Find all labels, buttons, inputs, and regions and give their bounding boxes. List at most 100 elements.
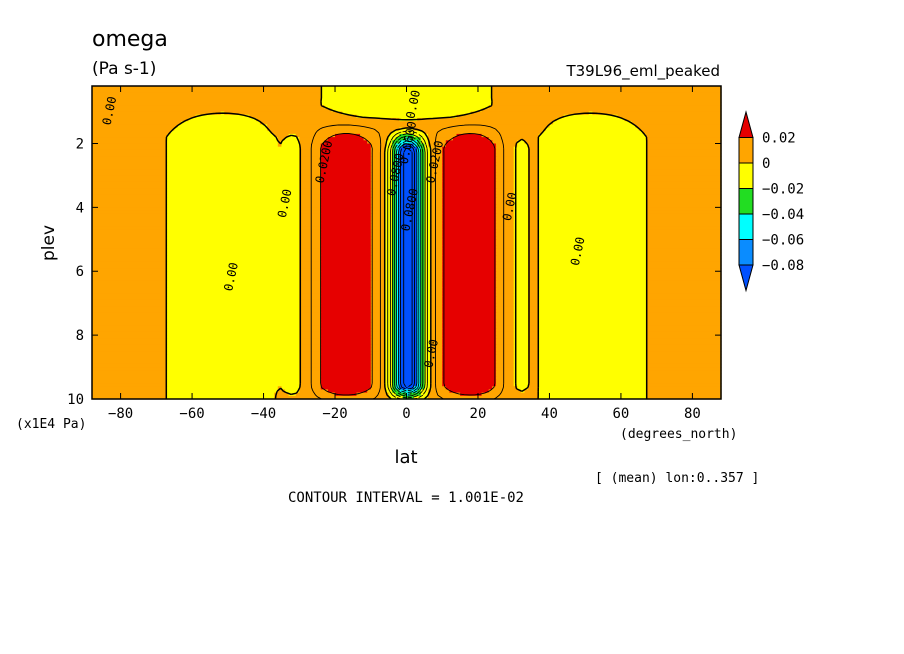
field-cell (442, 188, 497, 192)
field-cell (431, 156, 443, 161)
field-cell (92, 133, 168, 138)
field-cell (495, 229, 515, 234)
field-cell (645, 229, 722, 234)
field-cell (528, 386, 540, 391)
field-cell (299, 306, 322, 311)
field-cell (385, 223, 393, 228)
field-cell (92, 149, 168, 154)
field-cell (299, 213, 322, 218)
field-cell (431, 312, 443, 317)
field-cell (513, 264, 529, 269)
field-cell (645, 169, 722, 173)
field-cell (385, 370, 393, 375)
field-cell (370, 169, 386, 173)
field-cell (528, 315, 540, 320)
field-cell (445, 386, 493, 391)
field-cell (299, 389, 329, 394)
field-cell (274, 133, 290, 138)
field-cell (528, 194, 540, 199)
field-cell (442, 341, 497, 346)
field-cell (431, 376, 443, 381)
field-cell (645, 341, 722, 346)
field-cell (299, 354, 322, 359)
field-cell (417, 165, 422, 170)
field-cell (399, 338, 418, 343)
field-cell (424, 220, 433, 224)
field-cell (92, 280, 168, 285)
field-cell (370, 185, 386, 189)
field-cell (395, 347, 400, 352)
field-cell (424, 172, 433, 177)
field-cell (417, 319, 422, 323)
field-cell (399, 127, 415, 132)
field-cell (538, 344, 647, 349)
field-cell (399, 239, 418, 244)
field-cell (513, 239, 529, 244)
field-cell (370, 245, 386, 250)
field-cell (645, 386, 722, 391)
field-cell (385, 252, 393, 256)
field-cell (528, 229, 540, 234)
field-cell (538, 312, 647, 317)
field-cell (395, 277, 400, 282)
field-cell (431, 319, 443, 323)
field-cell (320, 245, 372, 250)
field-cell (92, 341, 168, 346)
field-cell (645, 162, 722, 167)
field-cell (424, 373, 433, 378)
field-cell (92, 239, 168, 244)
field-cell (431, 200, 443, 205)
field-cell (417, 191, 422, 196)
field-cell (642, 130, 722, 135)
field-cell (424, 280, 433, 285)
field-cell (645, 315, 722, 320)
field-cell (460, 392, 483, 397)
field-cell (395, 309, 400, 314)
field-cell (442, 287, 497, 291)
field-cell (538, 143, 647, 148)
field-cell (528, 197, 540, 202)
field-cell (370, 220, 386, 224)
field-cell (385, 376, 393, 381)
field-cell (320, 306, 372, 311)
field-cell (424, 376, 433, 381)
field-cell (495, 232, 515, 237)
field-cell (399, 360, 418, 365)
field-cell (538, 252, 647, 256)
field-cell (442, 344, 497, 349)
field-cell (528, 220, 540, 224)
field-cell (299, 255, 322, 260)
field-cell (92, 216, 168, 221)
field-cell (424, 370, 433, 375)
field-cell (385, 322, 393, 327)
field-cell (327, 389, 368, 394)
field-cell (417, 325, 422, 330)
field-cell (385, 284, 393, 288)
field-cell (370, 383, 386, 387)
field-cell (385, 245, 393, 250)
field-cell (528, 280, 540, 285)
field-cell (370, 188, 386, 192)
field-cell (495, 194, 515, 199)
field-cell (538, 351, 647, 355)
field-cell (513, 306, 529, 311)
field-cell (528, 252, 540, 256)
field-cell (324, 140, 368, 145)
field-cell (495, 248, 515, 253)
field-cell (92, 232, 168, 237)
field-cell (395, 220, 400, 224)
field-cell (395, 264, 400, 269)
field-cell (92, 207, 168, 212)
field-cell (431, 252, 443, 256)
field-cell (442, 153, 497, 157)
field-cell (395, 181, 400, 186)
field-cell (538, 200, 647, 205)
field-cell (417, 220, 422, 224)
field-cell (92, 354, 168, 359)
field-cell (370, 373, 386, 378)
field-cell (370, 252, 386, 256)
field-cell (417, 370, 422, 375)
field-cell (513, 319, 529, 323)
field-cell (92, 242, 168, 247)
field-cell (399, 309, 418, 314)
